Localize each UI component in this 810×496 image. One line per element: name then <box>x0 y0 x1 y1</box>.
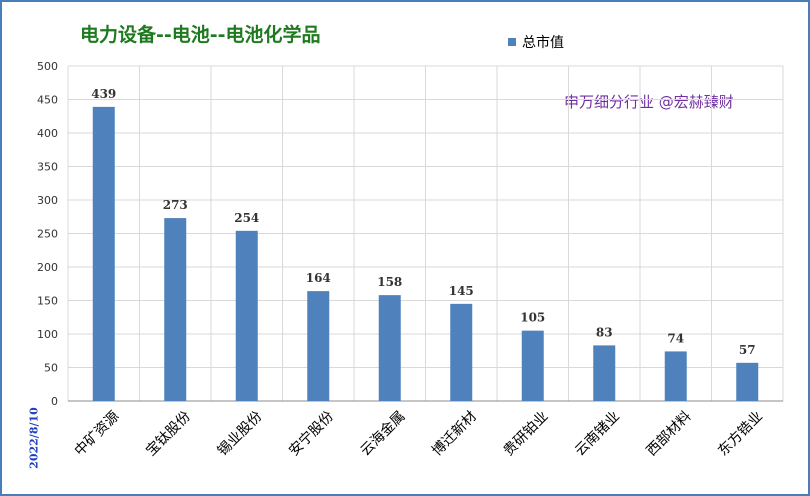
y-tick-label: 50 <box>44 362 58 375</box>
y-tick-label: 100 <box>37 328 58 341</box>
data-label: 439 <box>91 87 116 101</box>
bar <box>378 295 401 401</box>
category-label: 云南锗业 <box>572 408 623 459</box>
data-label: 57 <box>739 343 756 357</box>
category-label: 宝钛股份 <box>143 408 194 459</box>
legend: 总市值 <box>508 32 564 52</box>
bar <box>593 345 616 401</box>
data-label: 164 <box>306 271 331 285</box>
bar <box>235 230 258 401</box>
data-label: 254 <box>234 211 259 225</box>
y-tick-label: 200 <box>37 261 58 274</box>
data-label: 105 <box>520 311 545 325</box>
y-tick-label: 400 <box>37 127 58 140</box>
data-label: 83 <box>596 325 613 339</box>
category-label: 西部材料 <box>644 408 695 459</box>
y-tick-label: 0 <box>51 395 58 408</box>
bar <box>307 291 330 401</box>
category-label: 东方锆业 <box>715 408 766 459</box>
y-tick-label: 300 <box>37 194 58 207</box>
bar <box>664 351 687 401</box>
data-label: 158 <box>377 275 402 289</box>
y-tick-label: 500 <box>37 60 58 73</box>
bar <box>450 303 473 401</box>
category-label: 博迁新材 <box>428 408 480 460</box>
data-label: 273 <box>163 198 188 212</box>
y-tick-label: 250 <box>37 228 58 241</box>
category-label: 贵研铂业 <box>501 408 552 459</box>
data-label: 145 <box>449 284 474 298</box>
category-label: 锡业股份 <box>215 408 266 459</box>
legend-label: 总市值 <box>522 35 564 51</box>
bar <box>521 330 544 401</box>
y-tick-label: 150 <box>37 295 58 308</box>
category-label: 云海金属 <box>358 408 409 459</box>
bar <box>92 106 115 402</box>
watermark-text: 申万细分行业 @宏赫臻财 <box>564 93 734 111</box>
data-label: 74 <box>667 331 684 345</box>
y-tick-label: 450 <box>37 94 58 107</box>
bar <box>736 362 759 401</box>
category-label: 中矿资源 <box>72 408 123 459</box>
legend-swatch <box>508 38 516 46</box>
y-tick-label: 350 <box>37 161 58 174</box>
bar <box>164 218 187 401</box>
category-label: 安宁股份 <box>285 408 337 460</box>
chart-title: 电力设备--电池--电池化学品 <box>80 24 321 46</box>
